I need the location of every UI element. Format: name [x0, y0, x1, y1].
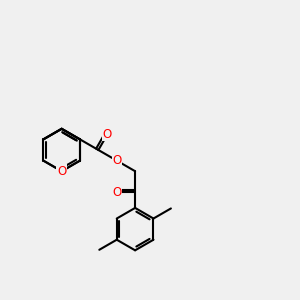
Text: O: O: [57, 165, 66, 178]
Text: O: O: [103, 128, 112, 141]
Text: O: O: [112, 154, 122, 167]
Text: O: O: [112, 186, 122, 199]
